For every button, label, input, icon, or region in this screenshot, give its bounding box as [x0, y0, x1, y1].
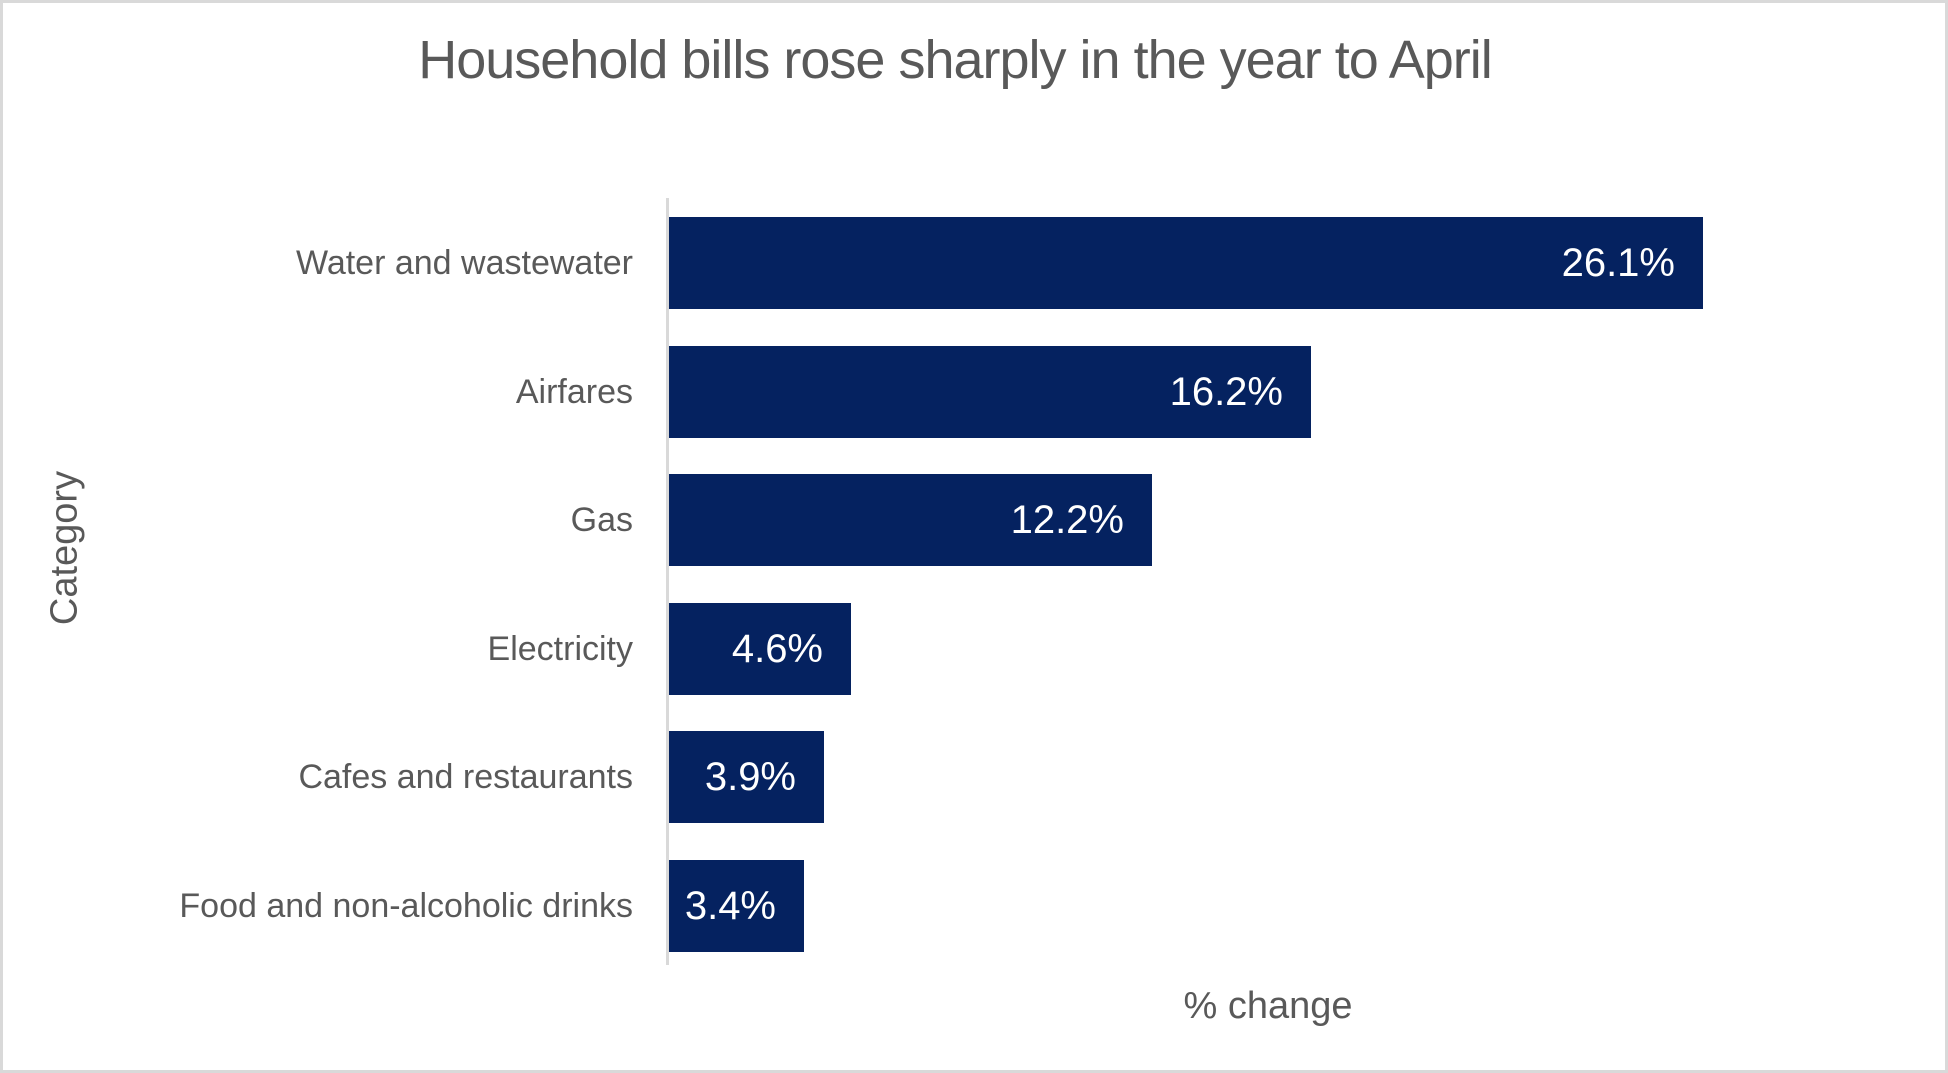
bar: 12.2%	[669, 474, 1152, 566]
category-label: Gas	[570, 500, 633, 539]
category-label: Electricity	[487, 629, 633, 668]
chart-title: Household bills rose sharply in the year…	[418, 30, 1493, 90]
bar: 3.9%	[669, 731, 824, 823]
bar-value-label: 3.4%	[684, 883, 776, 928]
bar: 26.1%	[669, 217, 1703, 309]
bar-value-label: 4.6%	[731, 626, 823, 671]
category-label: Water and wastewater	[296, 243, 633, 282]
x-axis-title: % change	[1183, 985, 1353, 1027]
bar-value-label: 12.2%	[1010, 497, 1124, 542]
bar-row: Gas 12.2%	[3, 474, 1945, 566]
bar-row: Water and wastewater 26.1%	[3, 217, 1945, 309]
category-axis-line	[666, 198, 669, 965]
bar-value-label: 16.2%	[1169, 369, 1283, 414]
category-label: Cafes and restaurants	[298, 757, 633, 796]
bar: 4.6%	[669, 603, 851, 695]
bar-row: Electricity 4.6%	[3, 603, 1945, 695]
bar-row: Cafes and restaurants 3.9%	[3, 731, 1945, 823]
category-label: Airfares	[515, 372, 633, 411]
bar: 16.2%	[669, 346, 1311, 438]
plot-area: Water and wastewater 26.1% Airfares 16.2% Ga…	[3, 198, 1945, 965]
bar: 3.4%	[669, 860, 804, 952]
category-label: Food and non-alcoholic drinks	[179, 886, 633, 925]
bar-row: Food and non-alcoholic drinks 3.4%	[3, 860, 1945, 952]
bar-value-label: 26.1%	[1561, 240, 1675, 285]
bar-row: Airfares 16.2%	[3, 346, 1945, 438]
bar-value-label: 3.9%	[704, 754, 796, 799]
